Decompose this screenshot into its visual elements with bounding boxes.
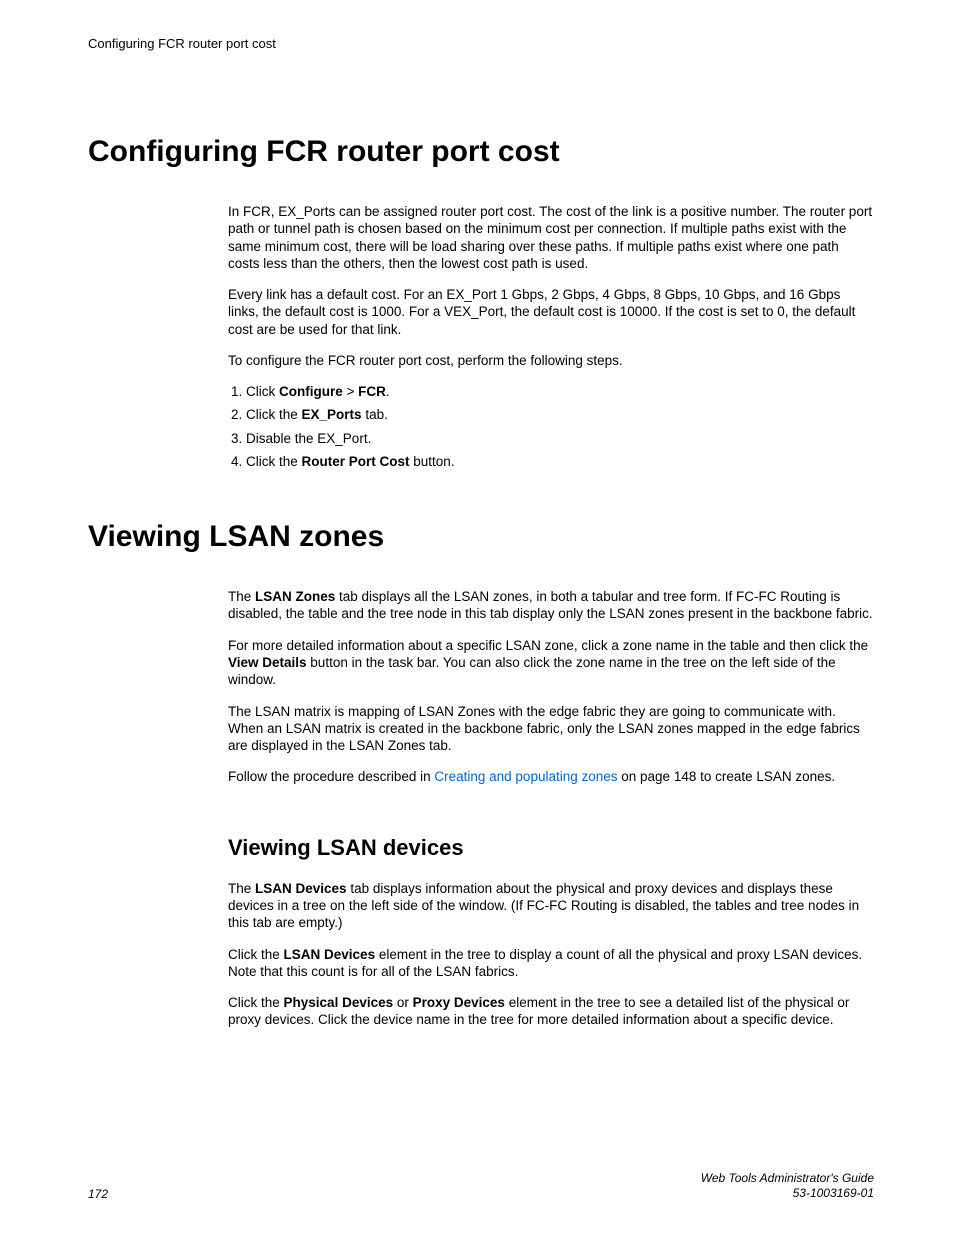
page-number: 172	[88, 1187, 108, 1201]
step-1-e: .	[386, 384, 390, 399]
sub-p1-a: The	[228, 881, 255, 896]
link-creating-populating-zones[interactable]: Creating and populating zones	[434, 769, 617, 784]
section2-p1: The LSAN Zones tab displays all the LSAN…	[228, 588, 874, 623]
sub-p3-c: or	[393, 995, 413, 1010]
section1-p1: In FCR, EX_Ports can be assigned router …	[228, 203, 874, 272]
step-1-a: Click	[246, 384, 279, 399]
step-2-exports: EX_Ports	[302, 407, 362, 422]
section1-p2: Every link has a default cost. For an EX…	[228, 286, 874, 338]
step-2-a: Click the	[246, 407, 302, 422]
heading-viewing-lsan-devices: Viewing LSAN devices	[228, 834, 874, 862]
section2-p4: Follow the procedure described in Creati…	[228, 768, 874, 785]
heading-viewing-lsan-zones: Viewing LSAN zones	[88, 520, 874, 554]
section2-p2-view-details: View Details	[228, 655, 307, 670]
sub-p2: Click the LSAN Devices element in the tr…	[228, 946, 874, 981]
section1-steps: Click Configure > FCR. Click the EX_Port…	[228, 383, 874, 470]
step-1-fcr: FCR	[358, 384, 386, 399]
section2-p2-a: For more detailed information about a sp…	[228, 638, 868, 653]
running-header: Configuring FCR router port cost	[88, 36, 874, 51]
sub-p1-lsan-devices: LSAN Devices	[255, 881, 347, 896]
section2-p2-c: button in the task bar. You can also cli…	[228, 655, 836, 687]
step-2-c: tab.	[362, 407, 388, 422]
step-4-c: button.	[410, 454, 455, 469]
section2-p2: For more detailed information about a sp…	[228, 637, 874, 689]
section2-p1-a: The	[228, 589, 255, 604]
step-1: Click Configure > FCR.	[246, 383, 874, 400]
step-1-c: >	[343, 384, 358, 399]
sub-p2-lsan-devices: LSAN Devices	[284, 947, 376, 962]
heading-configuring-fcr: Configuring FCR router port cost	[88, 135, 874, 169]
sub-p3-physical-devices: Physical Devices	[284, 995, 394, 1010]
step-3: Disable the EX_Port.	[246, 430, 874, 447]
sub-p2-a: Click the	[228, 947, 284, 962]
section1-p3: To configure the FCR router port cost, p…	[228, 352, 874, 369]
step-2: Click the EX_Ports tab.	[246, 406, 874, 423]
sub-p3-proxy-devices: Proxy Devices	[413, 995, 505, 1010]
step-4-router-port-cost: Router Port Cost	[302, 454, 410, 469]
section2-p4-a: Follow the procedure described in	[228, 769, 434, 784]
page-footer: 172 Web Tools Administrator's Guide 53-1…	[88, 1171, 874, 1201]
section2-p4-b: on page 148 to create LSAN zones.	[618, 769, 836, 784]
doc-title: Web Tools Administrator's Guide	[701, 1171, 874, 1186]
sub-p1: The LSAN Devices tab displays informatio…	[228, 880, 874, 932]
sub-p3: Click the Physical Devices or Proxy Devi…	[228, 994, 874, 1029]
section2-p3: The LSAN matrix is mapping of LSAN Zones…	[228, 703, 874, 755]
step-1-configure: Configure	[279, 384, 343, 399]
section1-body: In FCR, EX_Ports can be assigned router …	[228, 203, 874, 470]
doc-id: 53-1003169-01	[701, 1186, 874, 1201]
step-4: Click the Router Port Cost button.	[246, 453, 874, 470]
step-4-a: Click the	[246, 454, 302, 469]
section2-body: The LSAN Zones tab displays all the LSAN…	[228, 588, 874, 1028]
sub-p3-a: Click the	[228, 995, 284, 1010]
section2-p1-lsan-zones: LSAN Zones	[255, 589, 335, 604]
